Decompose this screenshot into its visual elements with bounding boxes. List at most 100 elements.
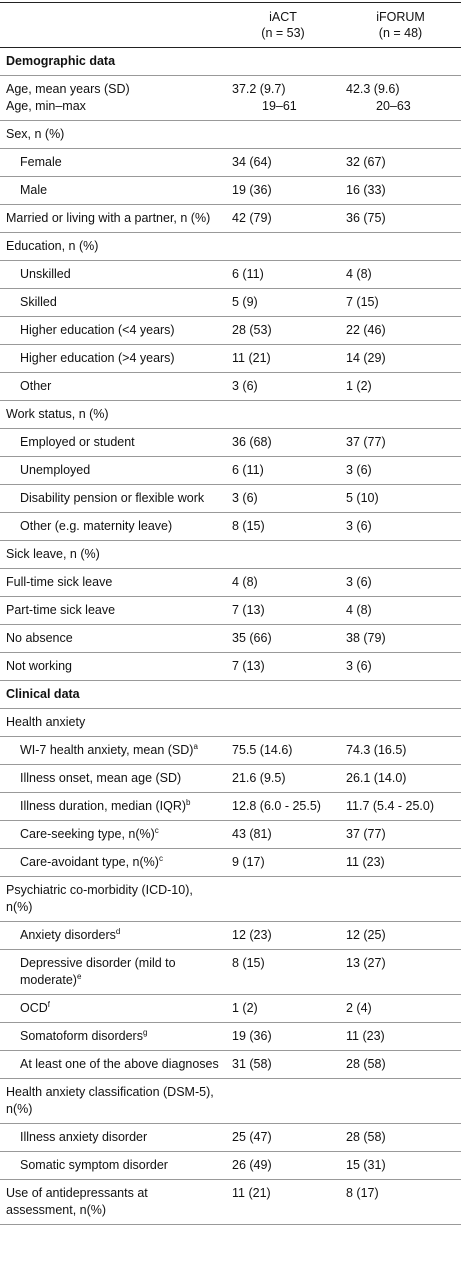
label-text: Other xyxy=(20,379,52,393)
label-text: Employed or student xyxy=(20,435,135,449)
table-row: Sex, n (%) xyxy=(0,120,461,149)
label-text: Illness anxiety disorder xyxy=(20,1130,148,1144)
cell-value xyxy=(226,232,340,261)
table-row: Employed or student 36 (68) 37 (77) xyxy=(0,428,461,457)
column-header: iFORUM (n = 48) xyxy=(340,2,461,48)
demographics-table: iACT (n = 53) iFORUM (n = 48) Demographic d… xyxy=(0,2,461,1225)
value-text: 6 (11) xyxy=(232,463,264,477)
cell-value xyxy=(340,876,461,922)
row-label: Care-avoidant type, n(%)c xyxy=(0,848,226,877)
value-text: 74.3 (16.5) xyxy=(346,743,407,757)
label-text: Higher education (<4 years) xyxy=(20,323,175,337)
value-text: 11 (21) xyxy=(232,351,271,365)
row-label: Demographic data xyxy=(0,47,461,76)
label-text: Sex, n (%) xyxy=(6,127,65,141)
cell-value: 37 (77) xyxy=(340,428,461,457)
footnote-mark: g xyxy=(142,1027,148,1037)
label-text: Depressive disorder (mild to moderate) xyxy=(20,956,176,987)
row-label: Employed or student xyxy=(0,428,226,457)
value-text: 38 (79) xyxy=(346,631,386,645)
label-text: Somatic symptom disorder xyxy=(20,1158,168,1172)
label-text: WI-7 health anxiety, mean (SD) xyxy=(20,743,194,757)
table-row: Male 19 (36) 16 (33) xyxy=(0,176,461,205)
row-label: Illness duration, median (IQR)b xyxy=(0,792,226,821)
row-label: Part-time sick leave xyxy=(0,596,226,625)
cell-value xyxy=(226,540,340,569)
row-label: Use of antidepressants at assessment, n(… xyxy=(0,1179,226,1225)
cell-value: 8 (15) xyxy=(226,512,340,541)
table-row: At least one of the above diagnoses 31 (5… xyxy=(0,1050,461,1079)
footnote-mark: f xyxy=(47,999,51,1009)
cell-value: 12 (23) xyxy=(226,921,340,950)
row-label: Illness onset, mean age (SD) xyxy=(0,764,226,793)
cell-value xyxy=(340,232,461,261)
label-text: OCD xyxy=(20,1001,48,1015)
cell-value: 8 (17) xyxy=(340,1179,461,1225)
row-label: Skilled xyxy=(0,288,226,317)
row-label: Higher education (>4 years) xyxy=(0,344,226,373)
label-text: Married or living with a partner, n (%) xyxy=(6,211,211,225)
value-text: 7 (13) xyxy=(232,659,265,673)
cell-value: 1 (2) xyxy=(226,994,340,1023)
row-label: Education, n (%) xyxy=(0,232,226,261)
column-n: (n = 48) xyxy=(378,26,423,40)
value-text: 11 (21) xyxy=(232,1186,271,1200)
label-text: No absence xyxy=(6,631,73,645)
table-row: Health anxiety xyxy=(0,708,461,737)
row-label: Anxiety disordersd xyxy=(0,921,226,950)
cell-value: 11 (23) xyxy=(340,1022,461,1051)
row-label: Sick leave, n (%) xyxy=(0,540,226,569)
table-row: Somatic symptom disorder 26 (49) 15 (31) xyxy=(0,1151,461,1180)
row-label: Care-seeking type, n(%)c xyxy=(0,820,226,849)
cell-value: 28 (58) xyxy=(340,1050,461,1079)
cell-value: 36 (68) xyxy=(226,428,340,457)
value-text: 11 (23) xyxy=(346,855,385,869)
cell-value: 19–61 xyxy=(226,98,340,121)
table-row: Age, min–max 19–61 20–63 xyxy=(0,98,461,121)
table-row: Clinical data xyxy=(0,680,461,709)
row-label: No absence xyxy=(0,624,226,653)
row-label: Disability pension or flexible work xyxy=(0,484,226,513)
row-label: Depressive disorder (mild to moderate)e xyxy=(0,949,226,995)
label-text: Health anxiety xyxy=(6,715,86,729)
value-text: 16 (33) xyxy=(346,183,386,197)
column-header: iACT (n = 53) xyxy=(226,2,340,48)
value-text: 26.1 (14.0) xyxy=(346,771,407,785)
table-row: WI-7 health anxiety, mean (SD)a 75.5 (14.… xyxy=(0,736,461,765)
cell-value: 7 (13) xyxy=(226,652,340,681)
value-text: 32 (67) xyxy=(346,155,386,169)
header-row: iACT (n = 53) iFORUM (n = 48) xyxy=(0,2,461,48)
label-text: Unskilled xyxy=(20,267,71,281)
value-text: 28 (58) xyxy=(346,1057,386,1071)
row-label: Health anxiety xyxy=(0,708,226,737)
label-text: Sick leave, n (%) xyxy=(6,547,100,561)
cell-value: 37 (77) xyxy=(340,820,461,849)
column-name: iFORUM xyxy=(376,10,425,24)
cell-value: 3 (6) xyxy=(340,456,461,485)
cell-value: 13 (27) xyxy=(340,949,461,995)
value-text: 22 (46) xyxy=(346,323,386,337)
label-text: Other (e.g. maternity leave) xyxy=(20,519,173,533)
cell-value xyxy=(226,120,340,149)
value-text: 26 (49) xyxy=(232,1158,272,1172)
label-text: Education, n (%) xyxy=(6,239,99,253)
cell-value: 3 (6) xyxy=(340,652,461,681)
cell-value: 6 (11) xyxy=(226,260,340,289)
cell-value xyxy=(226,1078,340,1124)
table-row: Age, mean years (SD) 37.2 (9.7) 42.3 (9.6) xyxy=(0,76,461,99)
cell-value: 6 (11) xyxy=(226,456,340,485)
row-label: Not working xyxy=(0,652,226,681)
cell-value: 19 (36) xyxy=(226,1022,340,1051)
value-text: 37.2 (9.7) xyxy=(232,82,286,96)
value-text: 3 (6) xyxy=(346,659,372,673)
label-text: Anxiety disorders xyxy=(20,928,116,942)
label-text: Part-time sick leave xyxy=(6,603,116,617)
table-row: Not working 7 (13) 3 (6) xyxy=(0,652,461,681)
table-row: Higher education (<4 years) 28 (53) 22 (46… xyxy=(0,316,461,345)
cell-value xyxy=(340,1078,461,1124)
label-text: Full-time sick leave xyxy=(6,575,113,589)
label-text: Disability pension or flexible work xyxy=(20,491,205,505)
label-text: Male xyxy=(20,183,48,197)
value-text: 12 (25) xyxy=(346,928,386,942)
label-text: Age, mean years (SD) xyxy=(6,82,130,96)
